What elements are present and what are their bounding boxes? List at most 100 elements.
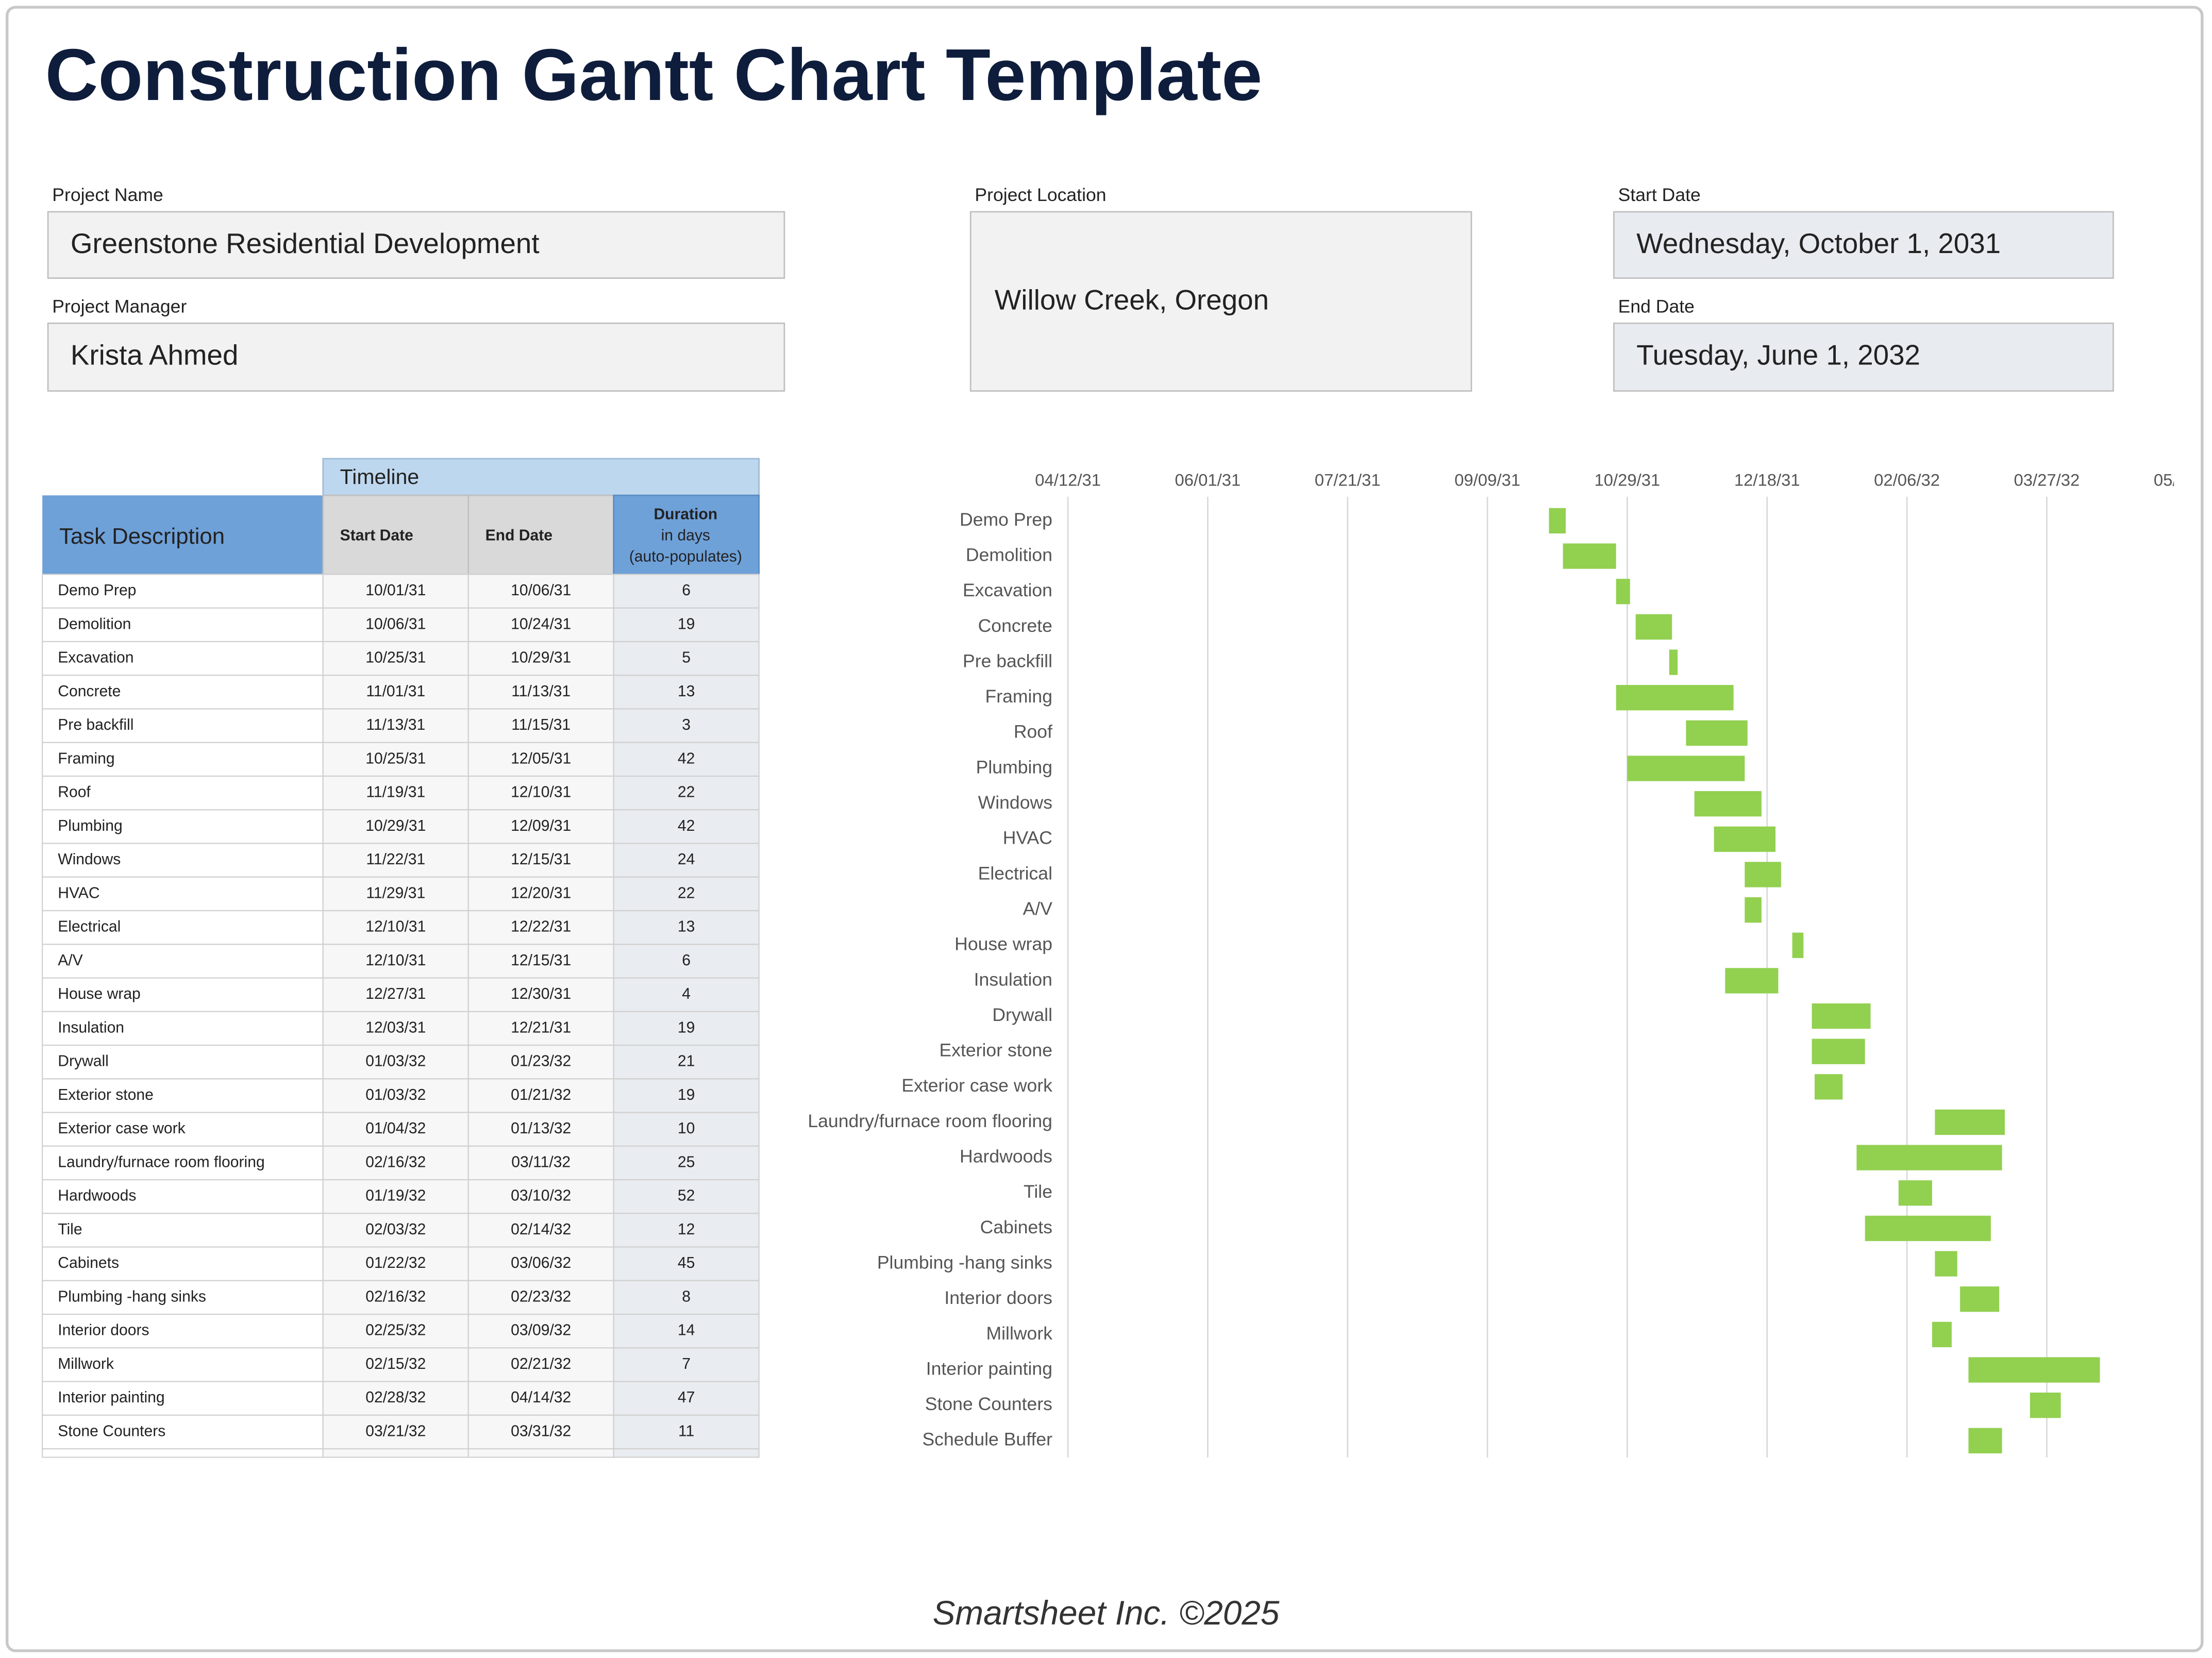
task-label: Interior doors — [944, 1287, 1052, 1308]
table-cell — [613, 1313, 760, 1349]
cell-text: 5 — [682, 649, 691, 666]
field-box[interactable] — [47, 322, 785, 392]
cell-text: 4 — [682, 985, 691, 1002]
table-cell — [467, 1078, 614, 1113]
task-name: Roof — [58, 784, 91, 801]
gantt-bar — [1686, 720, 1748, 746]
table-cell — [613, 1179, 760, 1214]
table-cell — [322, 708, 469, 743]
gantt-chart: 04/12/31 06/01/31 07/21/31 09/09/31 10/29/31… — [808, 470, 2212, 1458]
task-name: Interior doors — [58, 1322, 149, 1339]
cell-text: 8 — [682, 1288, 691, 1305]
task-name: House wrap — [58, 985, 141, 1002]
task-label: Electrical — [978, 863, 1052, 883]
task-name: Electrical — [58, 918, 121, 935]
cell-text: 02/28/32 — [365, 1389, 426, 1406]
task-name: Demo Prep — [58, 582, 136, 599]
cell-text: 03/09/32 — [511, 1322, 571, 1339]
table-cell — [467, 574, 614, 609]
task-label: Stone Counters — [925, 1394, 1052, 1414]
task-name: A/V — [58, 952, 83, 969]
table-cell — [613, 1213, 760, 1248]
gantt-bar — [1968, 1357, 2100, 1383]
table-cell — [42, 742, 324, 777]
table-cell — [613, 641, 760, 676]
table-cell — [322, 1112, 469, 1147]
field-box[interactable] — [1613, 211, 2114, 279]
gantt-bar — [1563, 543, 1616, 569]
task-name: HVAC — [58, 884, 99, 901]
cell-text: 11/13/31 — [366, 716, 425, 733]
cell-text: 22 — [678, 784, 695, 801]
task-label: Tile — [1024, 1181, 1052, 1202]
cell-text: 11/19/31 — [366, 784, 425, 801]
table-cell — [613, 607, 760, 643]
cell-text: 19 — [678, 1019, 695, 1036]
gantt-bar — [1616, 579, 1630, 605]
cell-text: 01/03/32 — [365, 1086, 426, 1103]
task-label: Exterior case work — [901, 1075, 1052, 1096]
cell-text: 24 — [678, 851, 695, 868]
table-cell — [322, 574, 469, 609]
cell-text: 12 — [678, 1221, 695, 1238]
task-label: Pre backfill — [963, 650, 1052, 671]
cell-text: 11/22/31 — [366, 851, 425, 868]
gantt-bar — [1814, 1074, 1843, 1100]
gantt-bar — [2030, 1393, 2061, 1418]
task-name: Windows — [58, 851, 121, 868]
field-box[interactable] — [969, 211, 1472, 392]
table-cell — [467, 775, 614, 811]
x-tick-label: 05/16/32 — [2154, 470, 2212, 489]
cell-text: 12/09/31 — [511, 817, 571, 834]
cell-text: 02/16/32 — [365, 1288, 426, 1305]
table-cell — [467, 1381, 614, 1416]
cell-text: 01/03/32 — [365, 1053, 426, 1070]
cell-text: 13 — [678, 918, 695, 935]
cell-text: 10/01/31 — [365, 582, 426, 599]
table-cell — [42, 843, 324, 878]
cell-text: 22 — [678, 884, 695, 901]
cell-text: 10/06/31 — [511, 582, 571, 599]
cell-text: 01/13/32 — [511, 1120, 571, 1137]
table-cell — [322, 675, 469, 710]
gantt-bar — [1898, 1180, 1932, 1206]
table-cell — [322, 1313, 469, 1349]
table-cell — [42, 1011, 324, 1046]
task-name: Millwork — [58, 1355, 114, 1372]
gantt-bar — [1725, 968, 1779, 994]
table-cell — [42, 1448, 324, 1458]
table-cell — [613, 1448, 760, 1458]
cell-text: 7 — [682, 1355, 691, 1372]
table-cell — [322, 843, 469, 878]
table-cell — [613, 574, 760, 609]
table-cell — [322, 977, 469, 1012]
table-cell — [613, 742, 760, 777]
x-tick-label: 06/01/31 — [1175, 470, 1241, 489]
x-tick-label: 04/12/31 — [1035, 470, 1101, 489]
cell-text: 11/01/31 — [366, 683, 425, 700]
gantt-bar — [1694, 791, 1762, 817]
task-label: Demo Prep — [960, 509, 1052, 530]
cell-text: 45 — [678, 1254, 695, 1271]
table-cell — [613, 775, 760, 811]
table-cell — [613, 1280, 760, 1315]
table-cell — [322, 1044, 469, 1080]
table-cell — [613, 944, 760, 979]
cell-text: 03/31/32 — [511, 1422, 571, 1439]
task-label: Cabinets — [980, 1217, 1052, 1237]
table-cell — [467, 1280, 614, 1315]
gantt-bar — [1935, 1251, 1957, 1277]
field-box[interactable] — [47, 211, 785, 279]
task-label: Concrete — [978, 615, 1052, 636]
task-name: Interior painting — [58, 1389, 164, 1406]
gantt-bar — [1635, 614, 1672, 640]
task-name: Drywall — [58, 1053, 109, 1070]
cell-text: 02/15/32 — [365, 1355, 426, 1372]
table-cell — [613, 1011, 760, 1046]
cell-text: 12/05/31 — [511, 750, 571, 767]
cell-text: 11/15/31 — [511, 716, 571, 733]
cell-text: 01/22/32 — [365, 1254, 426, 1271]
field-box[interactable] — [1613, 322, 2114, 392]
gantt-bar — [1627, 756, 1745, 781]
